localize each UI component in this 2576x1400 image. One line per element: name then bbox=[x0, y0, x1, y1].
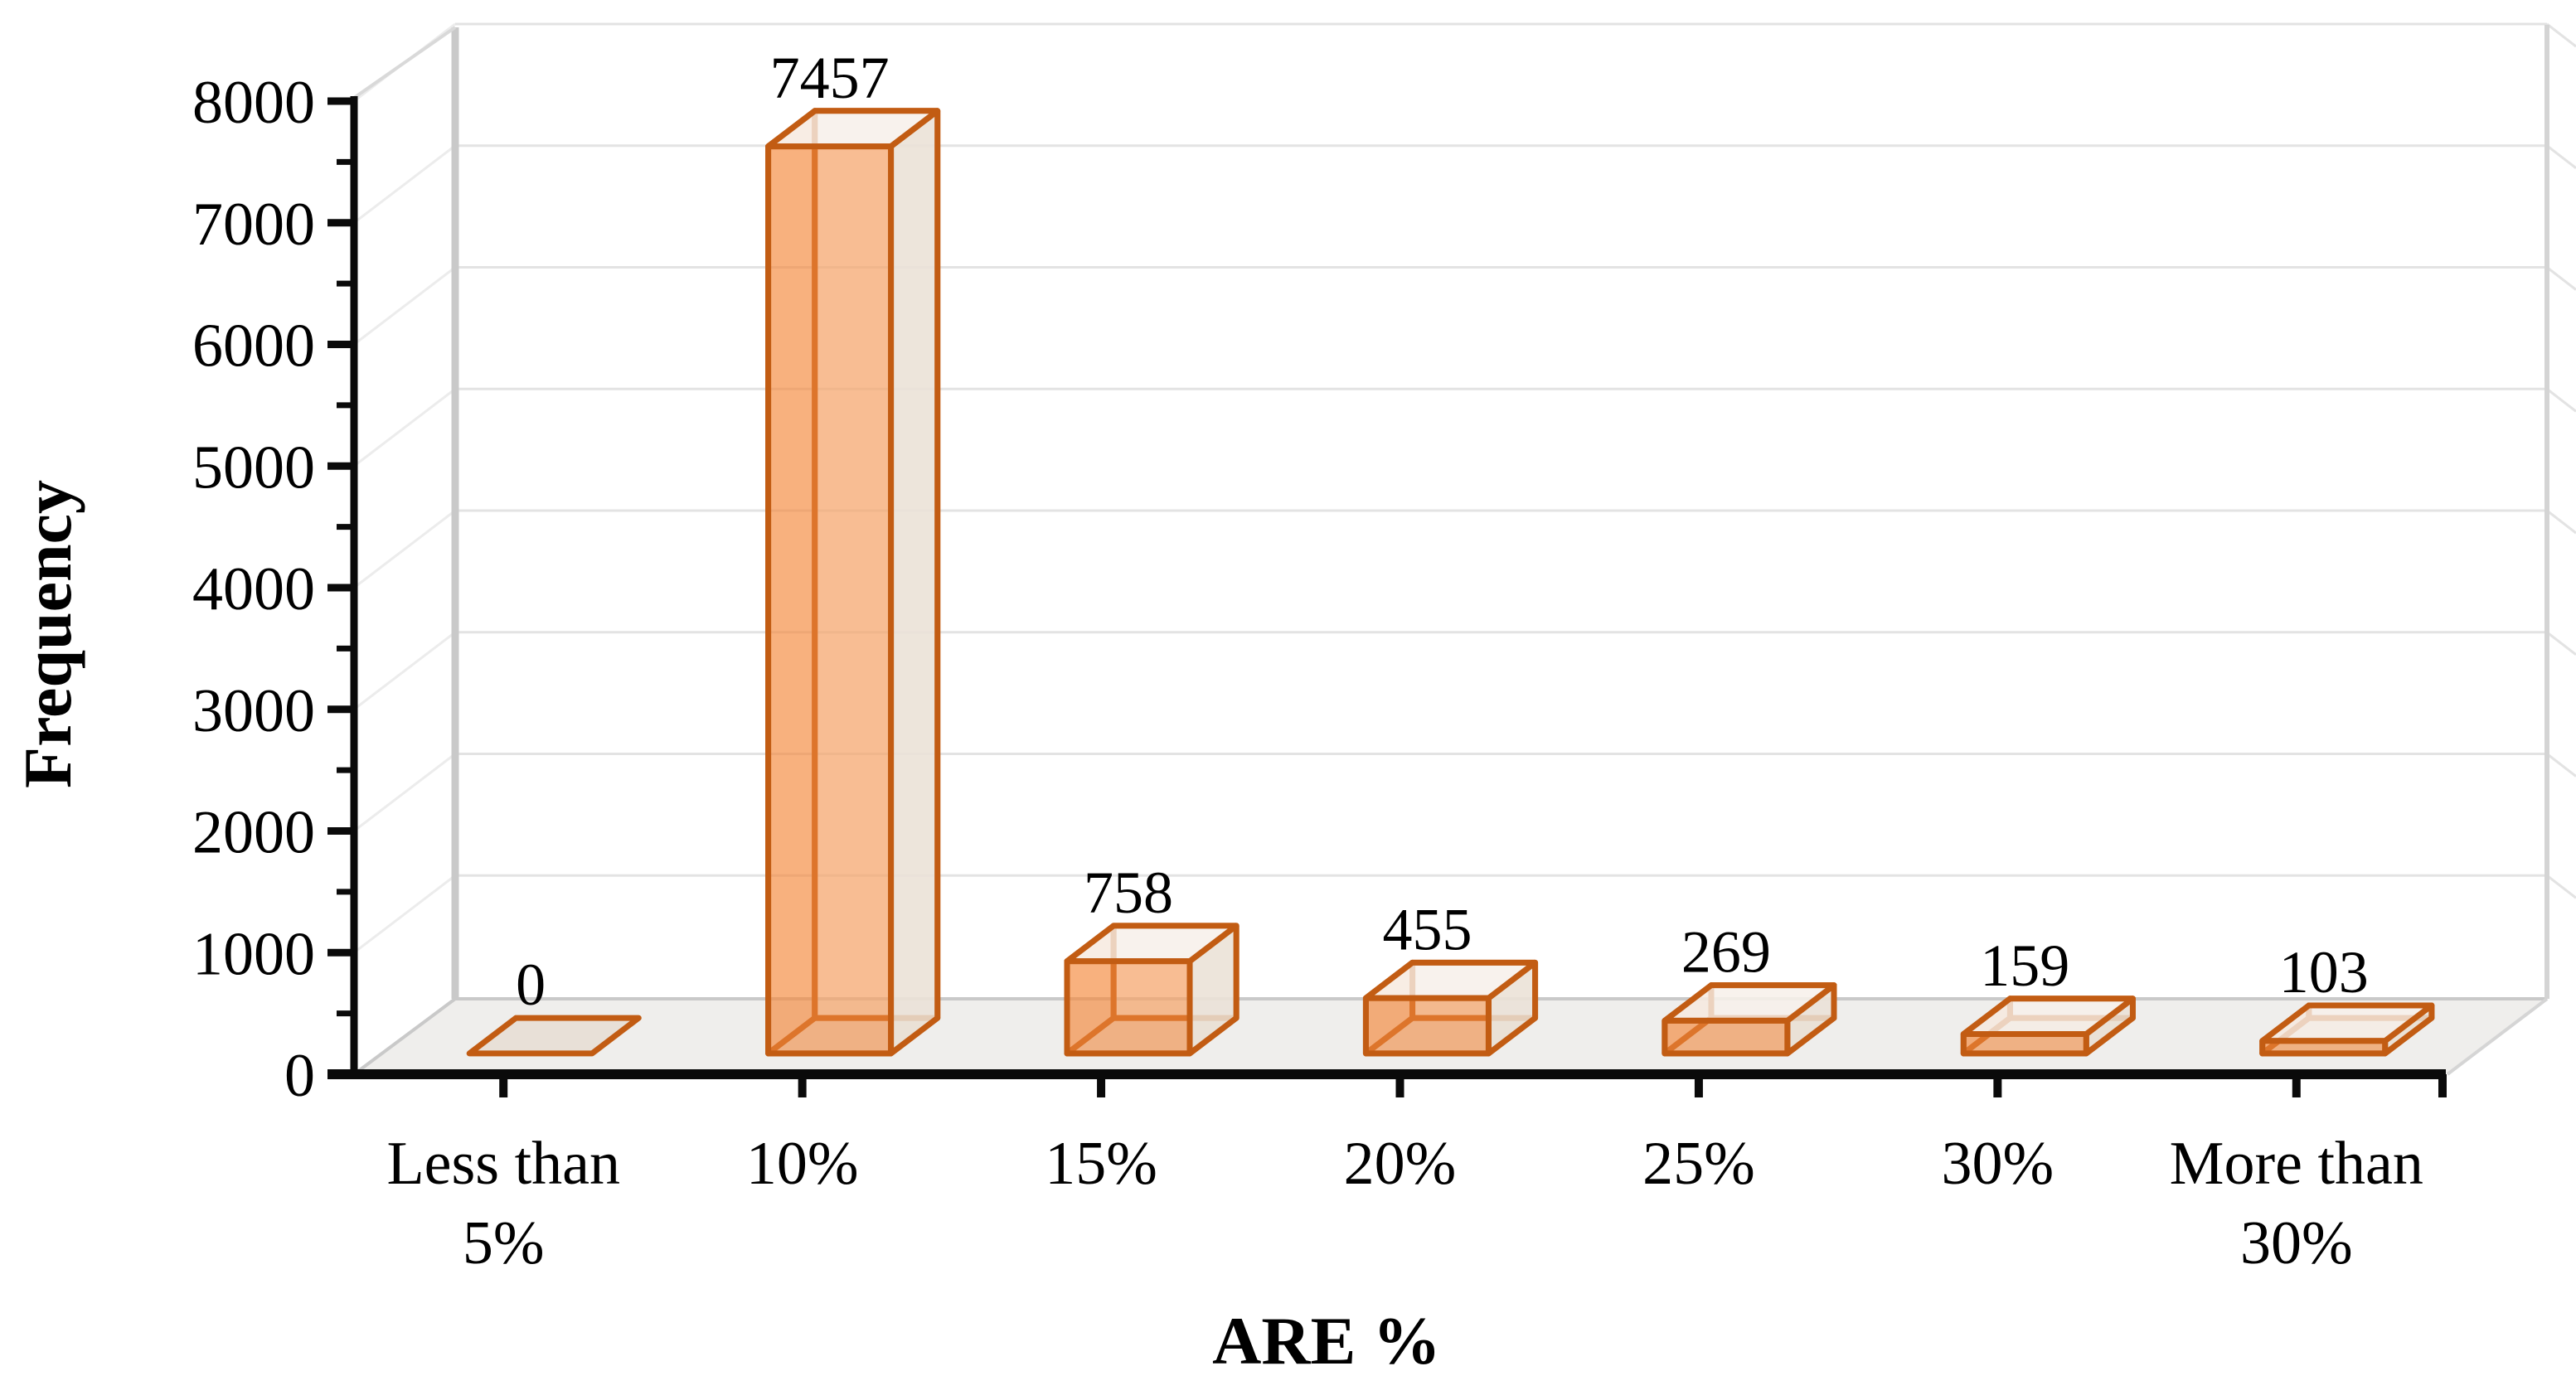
x-category-label: 10% bbox=[746, 1130, 859, 1198]
y-tick-label: 7000 bbox=[192, 191, 315, 259]
y-tick-label: 6000 bbox=[192, 312, 315, 380]
bar-value-label: 7457 bbox=[770, 45, 890, 111]
bar-front-face bbox=[1960, 1031, 2089, 1057]
gridline-rightwall-stub bbox=[2546, 388, 2576, 413]
gridline-rightwall-stub bbox=[2546, 22, 2576, 48]
y-axis-title: Frequency bbox=[10, 479, 85, 789]
x-category-label: More than bbox=[2170, 1130, 2423, 1198]
y-tick-label: 1000 bbox=[192, 920, 315, 988]
bar-category-2 bbox=[1064, 923, 1239, 1057]
gridline-rightwall-stub bbox=[2546, 509, 2576, 535]
bar-category-5 bbox=[1960, 996, 2136, 1057]
x-category-label-line2: 30% bbox=[2240, 1209, 2353, 1277]
gridline-leftwall bbox=[353, 753, 456, 832]
y-tick-label: 4000 bbox=[192, 555, 315, 623]
bar-category-1 bbox=[765, 108, 941, 1057]
bar-category-3 bbox=[1362, 959, 1539, 1057]
bar-front-face bbox=[765, 143, 895, 1057]
bar-front-face bbox=[1662, 1017, 1791, 1057]
bar-front-face bbox=[1362, 995, 1492, 1057]
leftwall-top-edge bbox=[352, 26, 457, 99]
bar-value-label: 758 bbox=[1084, 860, 1173, 926]
x-category-label: 25% bbox=[1642, 1130, 1755, 1198]
y-tick-label: 3000 bbox=[192, 677, 315, 745]
x-axis-title: ARE % bbox=[1212, 1303, 1441, 1378]
gridline-leftwall bbox=[353, 388, 456, 467]
gridline-rightwall-stub bbox=[2546, 266, 2576, 291]
x-category-label: 20% bbox=[1344, 1130, 1457, 1198]
floor-left-edge bbox=[352, 997, 457, 1076]
gridline-rightwall-stub bbox=[2546, 631, 2576, 656]
floor-right-edge bbox=[2446, 997, 2549, 1076]
x-category-label: 15% bbox=[1045, 1130, 1157, 1198]
gridline-leftwall bbox=[353, 631, 456, 710]
bar-front-face bbox=[2259, 1038, 2389, 1057]
gridline-leftwall bbox=[353, 509, 456, 589]
bar-category-4 bbox=[1662, 982, 1837, 1057]
gridline-leftwall bbox=[353, 874, 456, 954]
y-tick-label: 0 bbox=[284, 1042, 315, 1110]
bar-value-label: 0 bbox=[516, 952, 546, 1018]
y-tick-label: 2000 bbox=[192, 799, 315, 867]
bar-bottom-face bbox=[466, 1015, 642, 1057]
gridline-leftwall bbox=[353, 144, 456, 224]
gridline-rightwall-stub bbox=[2546, 874, 2576, 899]
gridline-leftwall bbox=[353, 266, 456, 346]
bar-front-face bbox=[1064, 958, 1193, 1057]
bar-value-label: 103 bbox=[2279, 939, 2369, 1005]
bar-category-6 bbox=[2259, 1002, 2435, 1057]
gridline-rightwall-stub bbox=[2546, 144, 2576, 169]
x-category-label: Less than bbox=[386, 1130, 620, 1198]
x-category-label-line2: 5% bbox=[463, 1209, 545, 1277]
gridline-rightwall-stub bbox=[2546, 753, 2576, 778]
y-tick-label: 8000 bbox=[192, 69, 315, 137]
x-category-label: 30% bbox=[1942, 1130, 2054, 1198]
bar-value-label: 269 bbox=[1681, 919, 1771, 986]
bar-category-0 bbox=[466, 1015, 642, 1057]
bar-right-face bbox=[888, 108, 941, 1057]
y-tick-label: 5000 bbox=[192, 434, 315, 501]
bar-value-label: 159 bbox=[1980, 933, 2069, 999]
bar-value-label: 455 bbox=[1382, 896, 1472, 962]
